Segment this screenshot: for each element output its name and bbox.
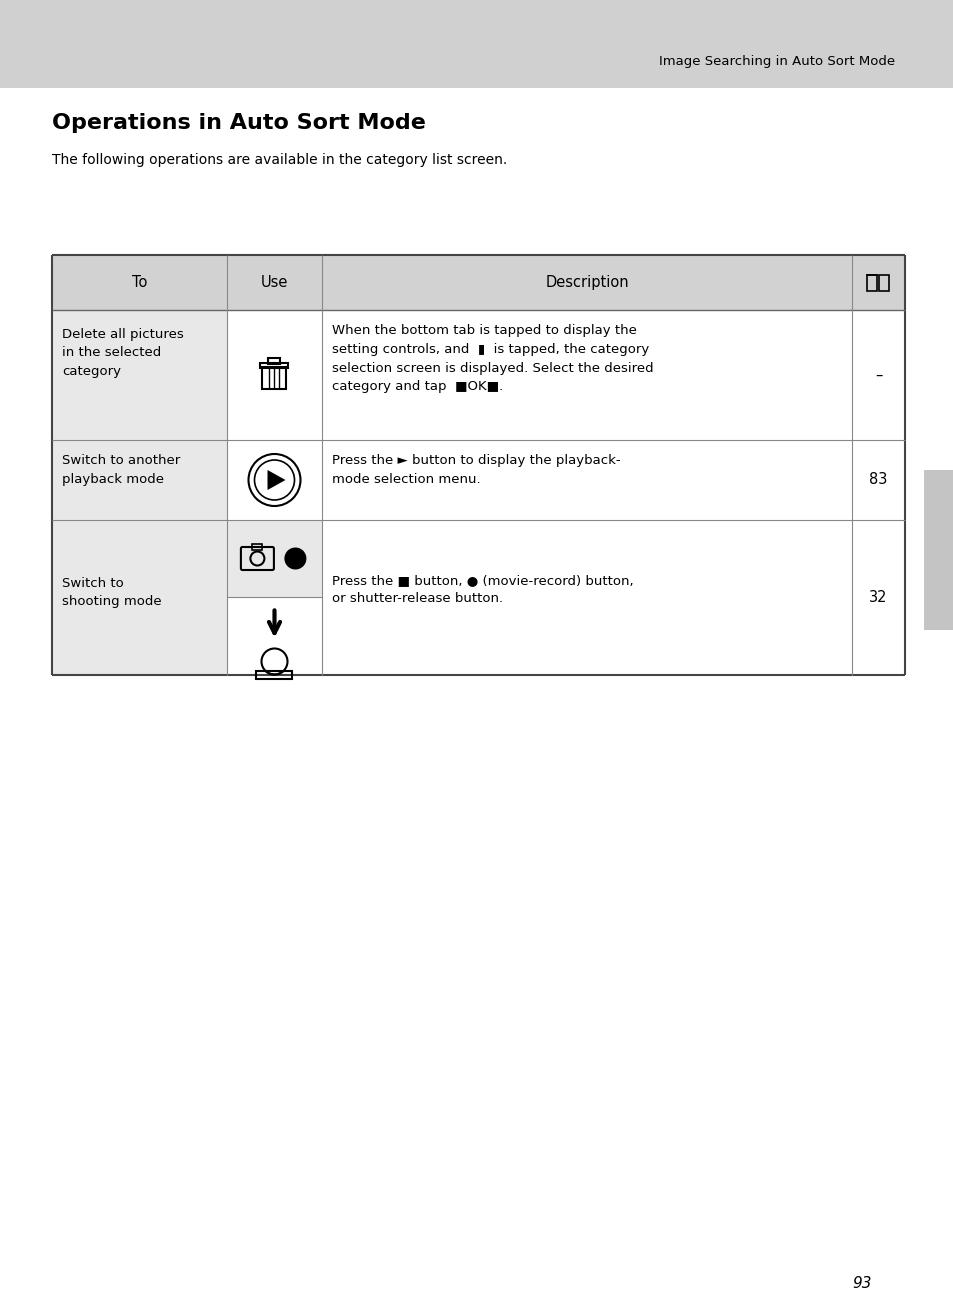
Bar: [52, 520, 227, 675]
Bar: [879, 275, 888, 290]
Bar: [866, 275, 877, 290]
Text: Use: Use: [260, 275, 288, 290]
Bar: [268, 357, 280, 364]
Text: Switch to
shooting mode: Switch to shooting mode: [62, 577, 161, 608]
Bar: [52, 255, 904, 310]
Text: 83: 83: [868, 473, 886, 487]
Text: Switch to another
playback mode: Switch to another playback mode: [62, 455, 180, 485]
Bar: [923, 470, 953, 629]
Text: 93: 93: [851, 1276, 871, 1290]
Text: Image Searching in Auto Sort Mode: Image Searching in Auto Sort Mode: [659, 55, 894, 68]
Bar: [52, 310, 227, 440]
Polygon shape: [267, 470, 285, 490]
Circle shape: [284, 548, 306, 569]
Bar: [0, 0, 953, 88]
Text: Delete all pictures
in the selected
category: Delete all pictures in the selected cate…: [62, 328, 184, 378]
Text: –: –: [874, 368, 882, 382]
Text: Description: Description: [544, 275, 628, 290]
Bar: [253, 544, 262, 549]
Text: Press the ■ button, ● (movie-record) button,
or shutter-release button.: Press the ■ button, ● (movie-record) but…: [332, 574, 633, 606]
Bar: [227, 520, 322, 597]
Text: 32: 32: [868, 590, 887, 604]
Bar: [260, 363, 288, 368]
Bar: [52, 440, 227, 520]
Text: Operations in Auto Sort Mode: Operations in Auto Sort Mode: [52, 113, 425, 133]
Text: When the bottom tab is tapped to display the
setting controls, and  ▮  is tapped: When the bottom tab is tapped to display…: [332, 325, 653, 393]
Bar: [262, 367, 286, 389]
Text: To: To: [132, 275, 147, 290]
Text: The following operations are available in the category list screen.: The following operations are available i…: [52, 152, 507, 167]
Text: More on Playback: More on Playback: [933, 505, 943, 597]
Text: Press the ► button to display the playback-
mode selection menu.: Press the ► button to display the playba…: [332, 455, 620, 486]
Bar: [256, 670, 293, 678]
